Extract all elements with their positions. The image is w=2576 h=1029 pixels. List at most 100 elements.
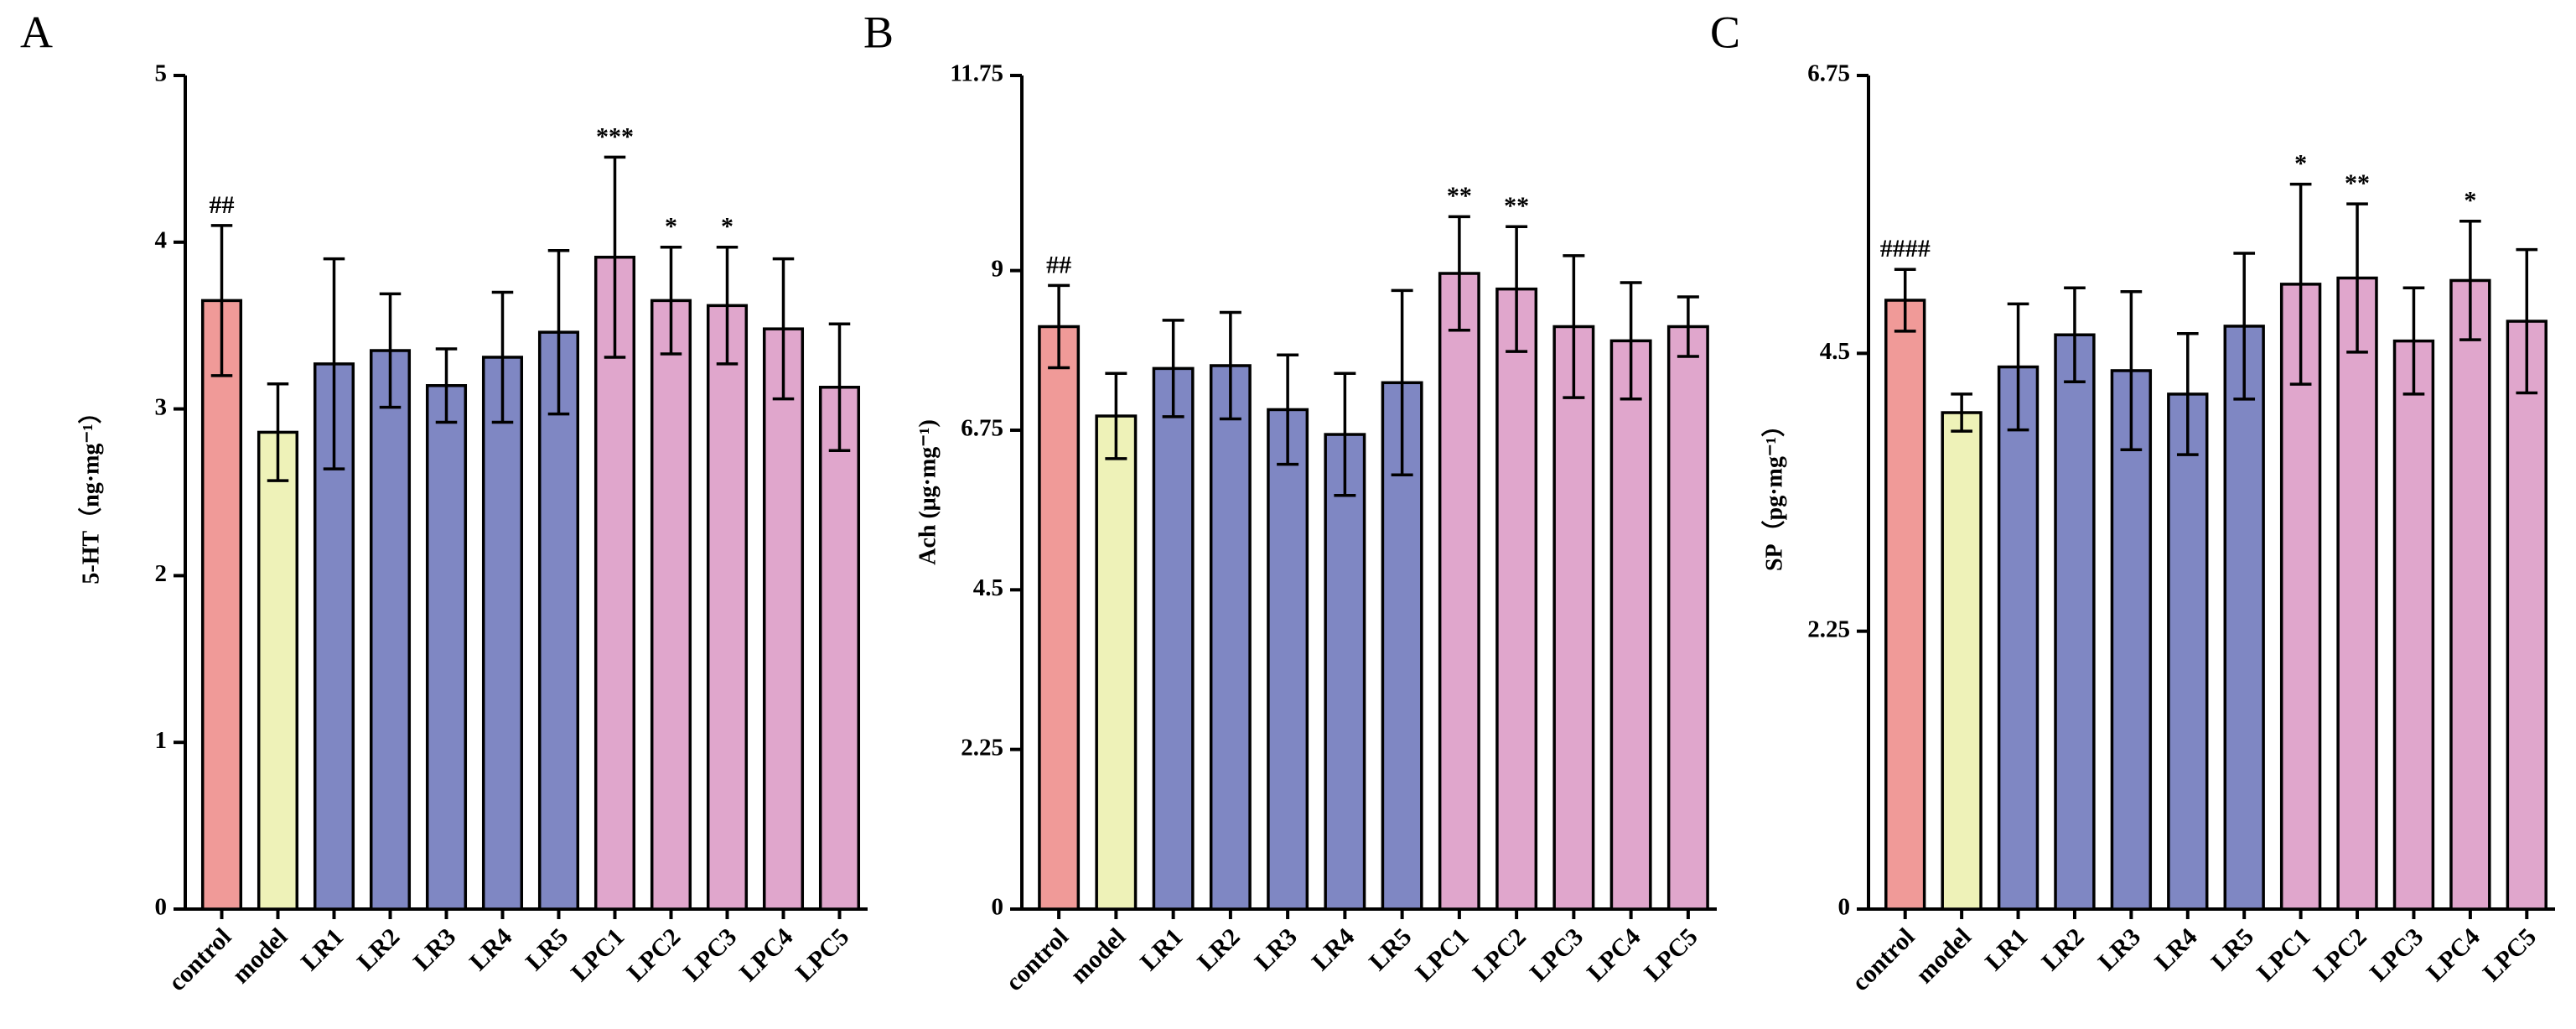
error-bar: [1506, 225, 1528, 353]
bar: [1095, 414, 1138, 911]
error-bar: [2064, 286, 2086, 383]
x-tick-label: LPC2: [622, 922, 686, 986]
bar: [2336, 276, 2378, 911]
x-tick-label: LR1: [1135, 922, 1188, 975]
annotation: ##: [1046, 251, 1071, 278]
error-bar: [547, 248, 570, 416]
annotation: ##: [210, 191, 235, 219]
error-bar: [491, 290, 514, 424]
bar: [1666, 325, 1709, 911]
y-axis-label: Ach (μg·mg⁻¹): [915, 419, 941, 565]
x-tick-label: LR4: [1307, 922, 1360, 975]
x-tick-label: LPC4: [1582, 922, 1646, 986]
x-tick-label: LPC1: [2252, 922, 2315, 986]
error-bar: [1951, 392, 1972, 433]
y-tick-label: 11.75: [950, 60, 1003, 87]
error-bar: [2233, 252, 2256, 401]
annotation: *: [721, 213, 733, 241]
bar: [1438, 272, 1480, 911]
bar: [650, 299, 692, 911]
x-tick-label: LR4: [2149, 922, 2202, 975]
y-tick-label: 2: [155, 560, 168, 587]
bar: [369, 349, 412, 911]
x-tick-label: LPC4: [2421, 922, 2485, 986]
error-bar: [1162, 319, 1184, 418]
bar: [1609, 339, 1652, 911]
x-tick-label: LR3: [2093, 922, 2146, 975]
x-tick-label: LPC1: [1410, 922, 1474, 986]
bar: [1997, 365, 2040, 911]
x-tick-label: LPC5: [1639, 922, 1703, 986]
y-tick-label: 2.25: [961, 734, 1003, 761]
y-tick-label: 0: [155, 894, 168, 921]
annotation: ***: [596, 122, 634, 150]
annotation: **: [2345, 169, 2370, 197]
x-tick-label: control: [163, 922, 237, 996]
bar: [593, 255, 636, 911]
bar: [762, 327, 805, 911]
x-tick-label: control: [1847, 922, 1920, 996]
bar: [1552, 325, 1595, 911]
error-bar: [2402, 286, 2425, 396]
annotation: **: [1504, 192, 1529, 220]
bar: [2223, 325, 2265, 911]
x-tick-label: LPC1: [566, 922, 630, 986]
bar: [2054, 333, 2096, 911]
annotation: ####: [1880, 235, 1931, 262]
error-bar: [1563, 254, 1585, 399]
x-tick-label: LR2: [1192, 922, 1245, 975]
x-tick-label: LR3: [408, 922, 461, 975]
bar: [818, 386, 861, 911]
x-tick-label: LPC3: [1525, 922, 1589, 986]
x-tick-label: LR2: [2036, 922, 2089, 975]
y-tick-label: 6.75: [961, 415, 1003, 442]
y-tick-label: 4.5: [1820, 338, 1850, 365]
x-tick-label: LPC5: [790, 922, 854, 986]
annotation: *: [2294, 149, 2307, 177]
bar: [257, 430, 299, 911]
y-tick-label: 4.5: [973, 574, 1003, 601]
bar: [1324, 433, 1366, 911]
bar: [1152, 366, 1195, 911]
x-tick-label: LR2: [352, 922, 405, 975]
x-tick-label: model: [227, 922, 293, 989]
error-bar: [828, 322, 851, 453]
bar: [1941, 411, 1983, 911]
panel-label: C: [1710, 7, 1740, 57]
annotation: *: [2464, 187, 2476, 215]
x-tick-label: LR1: [296, 922, 349, 975]
bar: [200, 299, 243, 911]
bar: [1209, 364, 1252, 911]
bar: [537, 330, 580, 911]
bar: [706, 304, 749, 911]
bar: [425, 384, 468, 911]
x-tick-label: LPC2: [1468, 922, 1532, 986]
error-bar: [2007, 302, 2029, 432]
x-tick-label: LPC3: [678, 922, 742, 986]
y-tick-label: 1: [155, 727, 168, 754]
error-bar: [1391, 288, 1413, 477]
error-bar: [1334, 372, 1356, 497]
bar: [1267, 408, 1309, 911]
error-bar: [2459, 220, 2481, 341]
x-tick-label: LR3: [1250, 922, 1303, 975]
y-tick-label: 9: [992, 255, 1004, 282]
error-bar: [2120, 289, 2143, 451]
error-bar: [1677, 295, 1699, 358]
y-tick-label: 2.25: [1807, 616, 1850, 642]
y-tick-label: 5: [155, 60, 168, 87]
panel-label: A: [20, 7, 53, 57]
error-bar: [1105, 372, 1127, 460]
annotation: **: [1447, 182, 1472, 210]
error-bar: [1620, 281, 1642, 401]
error-bar: [604, 155, 626, 359]
x-tick-label: LPC4: [734, 922, 798, 986]
error-bar: [2289, 182, 2312, 386]
x-tick-label: LPC2: [2308, 922, 2371, 986]
x-tick-label: LPC5: [2478, 922, 2542, 986]
error-bar: [267, 382, 289, 482]
error-bar: [2176, 332, 2199, 456]
panel-label: B: [863, 7, 894, 57]
y-tick-label: 0: [1838, 894, 1851, 921]
